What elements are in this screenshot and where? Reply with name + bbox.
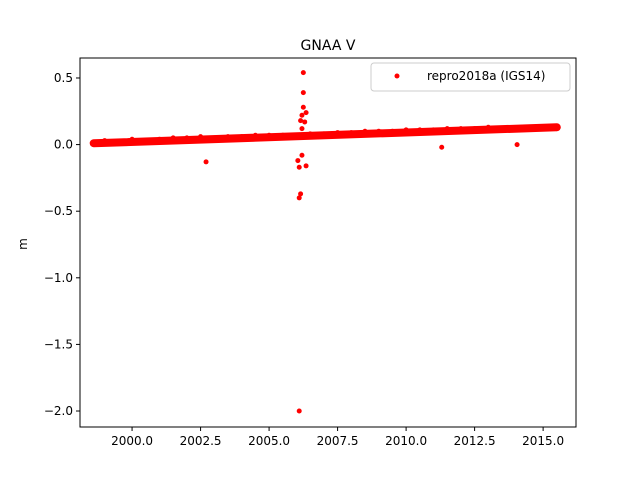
data-point — [299, 112, 305, 118]
data-point — [300, 70, 306, 76]
data-point — [321, 131, 327, 137]
data-point — [225, 134, 231, 140]
legend-marker — [394, 73, 400, 79]
data-point — [376, 128, 382, 134]
data-point — [300, 90, 306, 96]
data-point — [203, 159, 209, 165]
data-point — [252, 132, 258, 138]
data-point — [526, 124, 532, 130]
x-tick-label: 2005.0 — [248, 434, 290, 448]
data-point — [403, 127, 409, 133]
legend: repro2018a (IGS14) — [370, 62, 571, 92]
data-point — [513, 126, 519, 132]
data-point — [485, 124, 491, 130]
data-point — [198, 134, 204, 140]
y-tick-label: 0.0 — [54, 138, 73, 152]
data-point — [170, 135, 176, 141]
data-point — [296, 408, 302, 414]
x-tick-label: 2007.5 — [317, 434, 359, 448]
data-point — [431, 127, 437, 133]
x-tick-label: 2012.5 — [454, 434, 496, 448]
legend-label: repro2018a (IGS14) — [427, 69, 545, 83]
data-point — [335, 130, 341, 136]
plot-area-frame — [79, 57, 577, 428]
data-point — [299, 126, 305, 132]
data-point — [302, 119, 308, 125]
data-point — [156, 136, 162, 142]
data-points-layer — [91, 70, 560, 414]
data-point — [298, 118, 304, 124]
data-point — [239, 134, 245, 140]
data-point — [295, 158, 301, 164]
data-point — [184, 135, 190, 141]
data-point — [91, 140, 97, 146]
data-point — [211, 135, 217, 141]
y-tick-label: −0.5 — [44, 204, 73, 218]
y-tick-label: −2.0 — [44, 404, 73, 418]
data-point — [115, 139, 121, 145]
chart-title: GNAA V — [301, 38, 356, 54]
x-tick-label: 2000.0 — [111, 434, 153, 448]
y-axis: 0.5 0.0 −0.5 −1.0 −1.5 −2.0 — [44, 71, 80, 418]
data-point — [280, 132, 286, 138]
data-point — [554, 126, 560, 132]
x-tick-label: 2002.5 — [180, 434, 222, 448]
data-point — [362, 128, 368, 134]
y-tick-label: −1.0 — [44, 271, 73, 285]
data-point — [300, 104, 306, 110]
data-point — [303, 110, 309, 116]
x-tick-label: 2015.0 — [522, 434, 564, 448]
data-point — [540, 124, 546, 130]
data-point — [296, 195, 302, 201]
y-axis-label: m — [16, 238, 30, 250]
data-point — [417, 127, 423, 133]
x-axis: 2000.0 2002.5 2005.0 2007.5 2010.0 2012.5 2015… — [111, 427, 564, 448]
data-point — [348, 130, 354, 136]
y-tick-label: 0.5 — [54, 71, 73, 85]
data-point — [303, 163, 309, 169]
data-point — [444, 126, 450, 132]
data-point — [458, 126, 464, 132]
data-point — [299, 152, 305, 158]
legend-box — [370, 62, 571, 92]
x-tick-label: 2010.0 — [385, 434, 427, 448]
data-point — [499, 126, 505, 132]
data-point — [102, 138, 108, 144]
data-point — [514, 142, 520, 148]
data-point — [389, 128, 395, 134]
y-tick-label: −1.5 — [44, 337, 73, 351]
data-point — [307, 131, 313, 137]
data-point — [298, 191, 304, 197]
data-point — [439, 144, 445, 150]
data-point — [266, 132, 272, 138]
data-point — [143, 138, 149, 144]
data-point — [472, 126, 478, 132]
data-point — [296, 164, 302, 170]
data-point — [129, 136, 135, 142]
data-point — [293, 134, 299, 140]
